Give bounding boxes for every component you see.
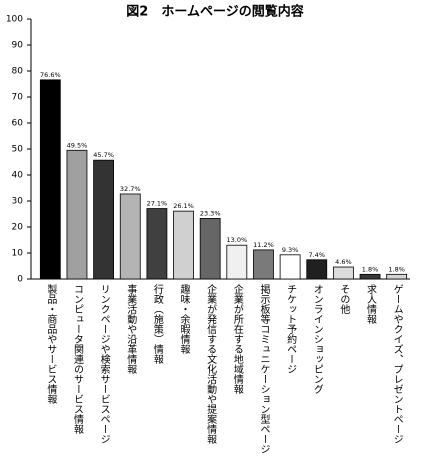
x-tick-label: リンクページや検索サービスページ bbox=[98, 284, 110, 444]
y-tick-label: 10 bbox=[12, 249, 24, 259]
value-label: 1.8% bbox=[388, 265, 405, 273]
x-tick-label: 求人情報 bbox=[365, 284, 377, 325]
bar bbox=[39, 79, 61, 280]
bar bbox=[306, 259, 328, 280]
bar bbox=[226, 244, 248, 280]
bar bbox=[332, 266, 354, 280]
value-label: 7.4% bbox=[308, 251, 325, 259]
bar bbox=[386, 273, 408, 280]
value-label: 23.3% bbox=[200, 209, 221, 217]
value-label: 27.1% bbox=[147, 200, 168, 208]
value-label: 45.7% bbox=[93, 151, 114, 159]
bar bbox=[146, 208, 168, 280]
bar bbox=[66, 149, 88, 280]
value-label: 49.5% bbox=[67, 141, 88, 149]
y-tick-label: 20 bbox=[12, 223, 24, 233]
x-tick-label: 企業が発信する文化活動や提案情報 bbox=[205, 283, 217, 445]
y-tick-label: 100 bbox=[6, 15, 23, 25]
x-tick-label: 掲示板等コミュニケーション型ページ bbox=[258, 284, 270, 454]
x-tick-label: 企業が所在する地域情報 bbox=[231, 283, 243, 395]
value-label: 11.2% bbox=[253, 241, 274, 249]
value-label: 9.3% bbox=[282, 246, 299, 254]
chart-title: 図2 ホームページの閲覧内容 bbox=[126, 4, 303, 20]
bar bbox=[119, 193, 141, 280]
bar bbox=[253, 249, 274, 280]
x-tick-label: 事業活動や沿革情報 bbox=[125, 283, 137, 375]
bar bbox=[173, 210, 194, 280]
bar bbox=[199, 218, 221, 280]
value-label: 76.6% bbox=[40, 71, 61, 79]
value-label: 26.1% bbox=[173, 202, 194, 210]
bar bbox=[359, 273, 381, 280]
y-tick-label: 50 bbox=[12, 145, 24, 155]
x-tick-label: 行政（施策）情報 bbox=[151, 283, 163, 365]
y-tick-label: 90 bbox=[12, 41, 24, 51]
value-label: 1.8% bbox=[362, 265, 379, 273]
y-tick-label: 70 bbox=[12, 93, 24, 103]
x-tick-label: コンピュータ関連のサービス情報 bbox=[71, 284, 83, 435]
x-tick-label: ゲームやクイズ、プレゼントページ bbox=[391, 284, 403, 444]
y-tick-label: 40 bbox=[12, 171, 24, 181]
x-tick-label: チケット予約ページ bbox=[285, 284, 297, 374]
value-label: 4.6% bbox=[335, 258, 352, 266]
bar bbox=[93, 159, 115, 280]
y-tick-label: 30 bbox=[12, 197, 24, 207]
x-tick-label: 趣味・余暇情報 bbox=[178, 283, 190, 355]
bar bbox=[279, 254, 301, 280]
x-tick-label: その他 bbox=[338, 284, 350, 315]
y-tick-label: 0 bbox=[17, 275, 23, 285]
value-label: 32.7% bbox=[120, 185, 141, 193]
y-tick-label: 80 bbox=[12, 67, 24, 77]
value-label: 13.0% bbox=[226, 236, 247, 244]
x-tick-label: 製品・商品やサービス情報 bbox=[45, 283, 57, 405]
y-tick-label: 60 bbox=[12, 119, 24, 129]
x-tick-label: オンラインショッピング bbox=[311, 284, 323, 394]
